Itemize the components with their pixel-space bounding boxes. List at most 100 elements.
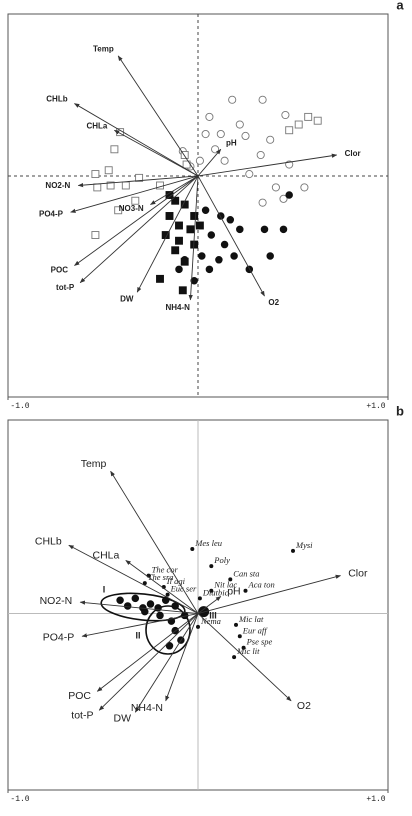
point [91,170,100,179]
point [180,151,189,159]
species-label: Can sta [233,568,259,578]
species-label: Euc ser [170,584,197,594]
point [258,95,267,104]
point [165,642,174,650]
point [220,156,229,165]
x-tick-label: +1.0 [366,795,385,804]
vector-arrow [197,596,222,614]
panel-label: a [396,0,404,12]
point [241,131,250,141]
vector-arrow [70,175,199,213]
species-point [243,588,248,593]
species-point [190,547,195,552]
vector-label: NO2-N [40,595,73,607]
point [146,600,155,608]
vector-label: PO4-P [43,632,75,644]
point [195,156,204,165]
point [313,116,322,125]
point [266,252,274,260]
vector-arrow [74,175,199,266]
point [156,274,164,283]
species-point [291,548,295,553]
vector-label: POC [51,265,69,274]
vector-label: CHLb [46,95,67,104]
vector-arrow [150,175,199,205]
vector-label: Clor [345,149,361,158]
vector-arrow [197,175,265,297]
vector-label: DW [120,294,134,303]
group-label: I [103,584,106,594]
point [171,602,179,610]
point [171,196,180,205]
point [216,129,225,139]
species-label: Pse spe [246,637,273,647]
vector-label: O2 [268,298,279,307]
vector-arrow [79,600,199,614]
point [207,231,216,239]
vector-arrow [134,613,199,713]
point [285,191,293,199]
species-label: Mic lit [236,646,260,656]
vector-arrow [68,544,199,614]
point [135,173,144,182]
point [211,145,220,154]
point [281,110,290,120]
vector-label: tot-P [71,710,93,722]
vector-arrow [77,175,199,188]
point [205,265,214,274]
species-point [165,592,170,597]
point [256,150,265,160]
point [93,183,102,192]
point [228,95,237,104]
species-label: Il agi [166,576,186,586]
point [123,602,132,610]
vector-arrow [197,574,342,614]
vector-label: CHLa [86,122,107,131]
panel-label: b [396,403,404,418]
vector-arrow [197,148,222,177]
point [114,206,123,215]
point [175,221,183,230]
species-label: Poly [213,555,230,565]
species-point [241,645,246,650]
point [226,216,235,224]
vector-arrow [96,613,199,692]
vector-label: PO4-P [39,209,64,218]
vector-label: CHLa [92,549,119,561]
vector-label: NO2-N [45,181,70,190]
panel: a -1.0 +1.0 Temp CHLb CHLa NO2-N PO4-P NO3-N POC t… [7,0,404,411]
point [304,112,313,121]
point [180,257,189,266]
species-label: The sra [148,572,174,582]
vector-arrow [110,470,199,614]
point [285,126,294,135]
vector-arrow [188,175,199,301]
point [300,183,309,192]
species-point [209,564,214,569]
species-label: Eur aff [242,625,268,635]
point [235,120,244,129]
point [141,607,149,616]
vector-arrow [113,129,199,177]
vector-label: DW [114,713,132,725]
point [236,225,244,234]
group-ellipse [100,592,186,622]
point [201,129,210,139]
species-point [196,624,200,629]
point [175,265,183,274]
point [121,181,130,190]
species-label: The cor [152,565,179,575]
vector-arrow [79,175,199,284]
vector-label: NH4-N [131,702,163,714]
species-label: Mysi [295,540,313,550]
vector-label: tot-P [56,283,75,292]
point [220,240,229,249]
species-label: Nema [200,616,221,626]
point [190,212,199,220]
vector-label: Temp [81,458,107,470]
point [215,256,223,264]
vector-label: NH4-N [165,303,190,312]
species-point [237,634,242,639]
